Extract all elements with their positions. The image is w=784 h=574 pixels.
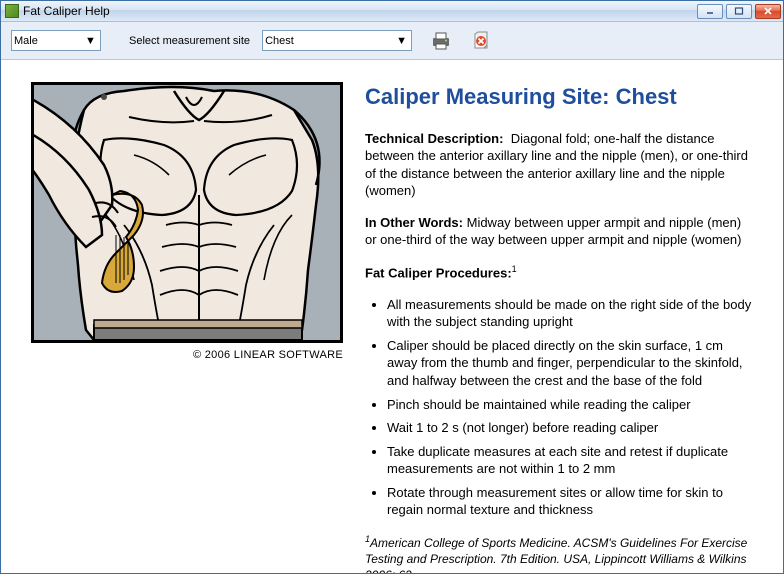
gender-value: Male: [14, 35, 38, 47]
site-value: Chest: [265, 35, 294, 47]
list-item: Take duplicate measures at each site and…: [387, 443, 753, 478]
close-button[interactable]: [755, 4, 781, 19]
app-icon: [5, 4, 19, 18]
list-item: Rotate through measurement sites or allo…: [387, 484, 753, 519]
chevron-down-icon: ▼: [83, 32, 98, 49]
list-item: Caliper should be placed directly on the…: [387, 337, 753, 390]
minimize-button[interactable]: [697, 4, 723, 19]
technical-description: Technical Description: Diagonal fold; on…: [365, 130, 753, 200]
procedures-list: All measurements should be made on the r…: [365, 296, 753, 519]
toolbar: Male ▼ Select measurement site Chest ▼: [1, 22, 783, 60]
page-title: Caliper Measuring Site: Chest: [365, 82, 753, 112]
article-column: Caliper Measuring Site: Chest Technical …: [365, 82, 753, 563]
print-button[interactable]: [430, 30, 452, 52]
content-area: © 2006 LINEAR SOFTWARE Caliper Measuring…: [1, 60, 783, 573]
procedures-heading: Fat Caliper Procedures:1: [365, 263, 753, 282]
illustration-column: © 2006 LINEAR SOFTWARE: [31, 82, 343, 563]
site-dropdown[interactable]: Chest ▼: [262, 30, 412, 51]
proc-sup: 1: [512, 264, 517, 274]
tech-label: Technical Description:: [365, 131, 503, 146]
chevron-down-icon: ▼: [394, 32, 409, 49]
titlebar: Fat Caliper Help: [1, 1, 783, 22]
other-words: In Other Words: Midway between upper arm…: [365, 214, 753, 249]
list-item: Wait 1 to 2 s (not longer) before readin…: [387, 419, 753, 437]
copyright-text: © 2006 LINEAR SOFTWARE: [31, 349, 343, 361]
footnote-text: American College of Sports Medicine. ACS…: [365, 536, 747, 573]
proc-label: Fat Caliper Procedures:: [365, 265, 512, 280]
illustration: [31, 82, 343, 343]
window-title: Fat Caliper Help: [23, 4, 697, 18]
gender-dropdown[interactable]: Male ▼: [11, 30, 101, 51]
list-item: All measurements should be made on the r…: [387, 296, 753, 331]
window-controls: [697, 4, 781, 19]
list-item: Pinch should be maintained while reading…: [387, 396, 753, 414]
footnote: 1American College of Sports Medicine. AC…: [365, 533, 753, 573]
site-label: Select measurement site: [129, 35, 250, 47]
other-label: In Other Words:: [365, 215, 463, 230]
maximize-button[interactable]: [726, 4, 752, 19]
delete-button[interactable]: [470, 30, 492, 52]
app-window: Fat Caliper Help Male ▼ Select measureme…: [0, 0, 784, 574]
